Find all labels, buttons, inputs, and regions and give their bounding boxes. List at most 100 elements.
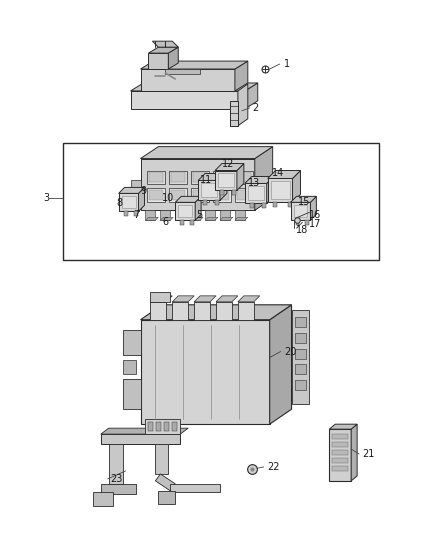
- Polygon shape: [237, 164, 244, 190]
- Polygon shape: [141, 69, 235, 91]
- Polygon shape: [150, 292, 170, 302]
- Polygon shape: [141, 305, 292, 320]
- Polygon shape: [141, 320, 270, 424]
- Polygon shape: [332, 458, 348, 463]
- Text: 6: 6: [162, 217, 169, 227]
- Polygon shape: [294, 333, 307, 343]
- Polygon shape: [248, 187, 264, 200]
- Polygon shape: [220, 173, 227, 200]
- Text: 16: 16: [309, 210, 321, 220]
- Polygon shape: [195, 196, 201, 220]
- Polygon shape: [270, 305, 292, 424]
- Polygon shape: [205, 211, 215, 220]
- Text: 17: 17: [309, 219, 322, 229]
- Polygon shape: [93, 492, 113, 506]
- Polygon shape: [351, 424, 357, 481]
- Text: 8: 8: [117, 198, 123, 208]
- Polygon shape: [332, 450, 348, 455]
- Polygon shape: [198, 181, 220, 200]
- Text: 23: 23: [111, 474, 123, 484]
- Polygon shape: [238, 84, 248, 126]
- Polygon shape: [190, 211, 200, 220]
- Polygon shape: [171, 173, 185, 182]
- Polygon shape: [159, 491, 175, 504]
- Polygon shape: [164, 422, 170, 431]
- Polygon shape: [235, 61, 248, 91]
- Polygon shape: [172, 422, 177, 431]
- Polygon shape: [131, 181, 141, 200]
- Polygon shape: [134, 211, 138, 216]
- Polygon shape: [148, 171, 165, 184]
- Polygon shape: [250, 203, 254, 208]
- Polygon shape: [109, 444, 123, 484]
- Polygon shape: [175, 196, 201, 203]
- Polygon shape: [220, 217, 233, 220]
- Polygon shape: [160, 211, 170, 220]
- Polygon shape: [101, 434, 180, 444]
- Polygon shape: [215, 171, 237, 190]
- Polygon shape: [245, 176, 274, 183]
- Polygon shape: [198, 173, 227, 181]
- Polygon shape: [220, 211, 230, 220]
- Polygon shape: [267, 176, 274, 203]
- Polygon shape: [178, 205, 192, 217]
- Polygon shape: [170, 188, 187, 203]
- Polygon shape: [293, 171, 300, 203]
- Polygon shape: [193, 173, 207, 182]
- Polygon shape: [237, 190, 251, 200]
- Text: 2: 2: [252, 103, 258, 113]
- Polygon shape: [213, 188, 231, 203]
- Polygon shape: [305, 220, 309, 225]
- Polygon shape: [141, 147, 273, 158]
- Polygon shape: [194, 296, 216, 302]
- Polygon shape: [311, 196, 316, 220]
- Polygon shape: [237, 173, 251, 182]
- Polygon shape: [156, 422, 161, 431]
- Polygon shape: [175, 217, 188, 220]
- Polygon shape: [235, 211, 245, 220]
- Text: 1: 1: [283, 59, 290, 69]
- Polygon shape: [138, 188, 145, 211]
- Text: 21: 21: [362, 449, 374, 459]
- Polygon shape: [268, 179, 293, 203]
- Polygon shape: [290, 203, 311, 220]
- Polygon shape: [165, 69, 200, 74]
- Polygon shape: [201, 183, 217, 197]
- Polygon shape: [122, 196, 135, 208]
- Polygon shape: [288, 203, 292, 207]
- Text: 12: 12: [222, 158, 234, 168]
- Polygon shape: [155, 474, 175, 491]
- Polygon shape: [235, 217, 248, 220]
- Polygon shape: [215, 164, 244, 171]
- Polygon shape: [124, 211, 127, 216]
- Text: 22: 22: [268, 462, 280, 472]
- Polygon shape: [332, 434, 348, 439]
- Text: 20: 20: [285, 346, 297, 357]
- Polygon shape: [294, 317, 307, 327]
- Polygon shape: [170, 171, 187, 184]
- Polygon shape: [119, 188, 145, 193]
- Polygon shape: [215, 173, 229, 182]
- Polygon shape: [101, 428, 188, 434]
- Polygon shape: [205, 217, 218, 220]
- Polygon shape: [148, 422, 153, 431]
- Polygon shape: [150, 296, 172, 302]
- Polygon shape: [216, 296, 238, 302]
- Bar: [63, 143, 379, 260]
- Polygon shape: [149, 190, 163, 200]
- Polygon shape: [218, 173, 234, 188]
- Polygon shape: [152, 41, 178, 47]
- Polygon shape: [294, 381, 307, 390]
- Polygon shape: [329, 424, 357, 429]
- Polygon shape: [168, 47, 178, 69]
- Polygon shape: [329, 429, 351, 481]
- Polygon shape: [123, 379, 141, 409]
- Polygon shape: [230, 101, 238, 126]
- Polygon shape: [215, 200, 219, 205]
- Polygon shape: [145, 419, 180, 434]
- Polygon shape: [238, 296, 260, 302]
- Polygon shape: [271, 181, 290, 199]
- Polygon shape: [292, 310, 309, 404]
- Text: 3: 3: [43, 193, 49, 204]
- Polygon shape: [235, 171, 253, 184]
